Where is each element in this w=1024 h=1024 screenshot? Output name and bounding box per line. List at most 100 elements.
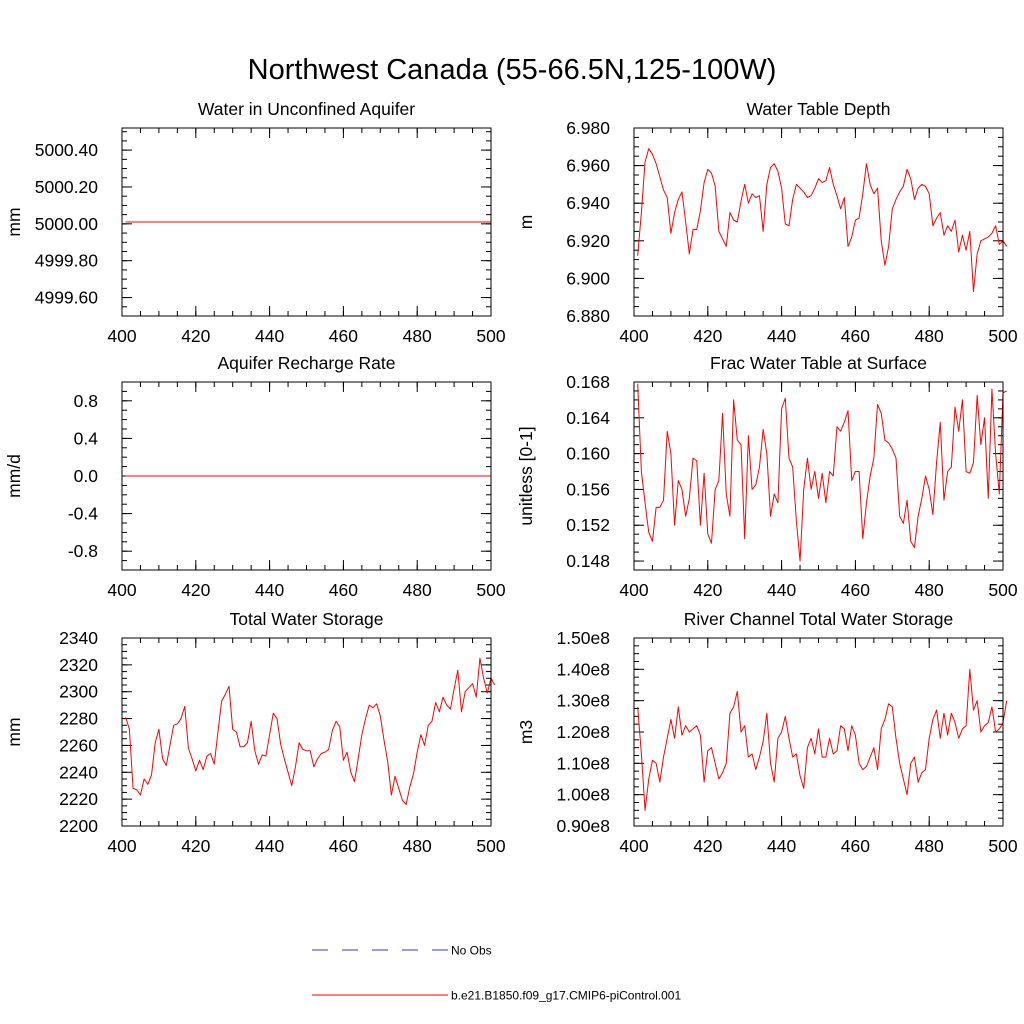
panel-title: Aquifer Recharge Rate [217, 353, 395, 373]
x-tick-label: 480 [403, 326, 432, 346]
x-tick-label: 400 [107, 326, 136, 346]
y-tick-label: 0.152 [566, 515, 610, 535]
y-tick-label: 1.10e8 [556, 753, 610, 773]
series-line [637, 383, 1007, 562]
plot-frame [633, 381, 1004, 571]
x-tick-label: 480 [915, 326, 944, 346]
x-tick-label: 440 [255, 836, 284, 856]
y-tick-label: 2200 [59, 816, 98, 836]
x-tick-label: 500 [988, 326, 1017, 346]
y-tick-label: 0.164 [566, 408, 610, 428]
x-tick-label: 440 [767, 580, 796, 600]
y-tick-label: 2240 [59, 762, 98, 782]
x-tick-label: 460 [329, 836, 358, 856]
y-tick-label: 2260 [59, 735, 98, 755]
x-tick-label: 460 [841, 836, 870, 856]
series-line [637, 668, 1008, 811]
y-axis-label: m3 [516, 720, 536, 744]
x-tick-label: 460 [841, 580, 870, 600]
y-tick-label: 4999.60 [35, 288, 99, 308]
x-tick-label: 420 [693, 326, 722, 346]
y-tick-label: 6.940 [566, 193, 610, 213]
y-tick-label: 1.00e8 [556, 785, 610, 805]
panel-title: Total Water Storage [229, 609, 383, 629]
y-tick-label: 0.160 [566, 444, 610, 464]
legend: No Obs b.e21.B1850.f09_g17.CMIP6-piContr… [312, 944, 681, 1003]
series-line [125, 657, 496, 806]
x-tick-label: 400 [107, 836, 136, 856]
y-axis-label: mm [4, 207, 24, 236]
panel-title: Water in Unconfined Aquifer [198, 99, 415, 119]
x-tick-label: 480 [403, 836, 432, 856]
x-tick-label: 460 [329, 326, 358, 346]
x-tick-label: 500 [476, 326, 505, 346]
y-tick-label: 5000.20 [35, 177, 99, 197]
x-tick-label: 440 [255, 580, 284, 600]
y-axis-label: unitless [0-1] [516, 426, 536, 525]
plot-frame [121, 637, 492, 827]
x-tick-label: 440 [255, 326, 284, 346]
y-tick-label: -0.4 [68, 504, 98, 524]
y-tick-label: 6.900 [566, 268, 610, 288]
y-tick-label: 4999.80 [35, 251, 99, 271]
legend-no-obs-label: No Obs [451, 944, 492, 958]
y-tick-label: 6.980 [566, 118, 610, 138]
y-tick-label: 2340 [59, 628, 98, 648]
x-tick-label: 480 [915, 836, 944, 856]
x-tick-label: 460 [329, 580, 358, 600]
y-tick-label: 6.960 [566, 156, 610, 176]
x-tick-label: 420 [181, 836, 210, 856]
x-tick-label: 420 [693, 580, 722, 600]
y-tick-label: 2280 [59, 709, 98, 729]
y-axis-label: mm/d [4, 454, 24, 498]
panel-total-water-storage: Total Water Storage mm 400 420 440 460 480 500 2… [4, 609, 506, 856]
legend-model-label: b.e21.B1850.f09_g17.CMIP6-piControl.001 [451, 989, 681, 1003]
plot-frame [633, 637, 1004, 827]
panel-aquifer-recharge-rate: Aquifer Recharge Rate mm/d 400 420 440 460 480… [4, 353, 506, 600]
y-tick-label: 2220 [59, 789, 98, 809]
x-tick-label: 400 [619, 836, 648, 856]
x-tick-label: 480 [915, 580, 944, 600]
figure-title: Northwest Canada (55-66.5N,125-100W) [248, 54, 777, 86]
y-tick-label: 1.30e8 [556, 691, 610, 711]
series-line [637, 148, 1008, 293]
y-tick-label: 2300 [59, 682, 98, 702]
x-tick-label: 400 [107, 580, 136, 600]
y-tick-label: 1.40e8 [556, 659, 610, 679]
y-axis-label: m [516, 215, 536, 230]
y-axis-label: mm [4, 717, 24, 746]
plot-frame [633, 127, 1004, 317]
x-tick-label: 480 [403, 580, 432, 600]
y-tick-label: 0.4 [74, 428, 99, 448]
panel-title: Frac Water Table at Surface [710, 353, 927, 373]
y-tick-label: 0.168 [566, 372, 610, 392]
panel-frac-water-table-at-surface: Frac Water Table at Surface unitless [0-1… [516, 353, 1018, 600]
y-tick-label: 5000.00 [35, 214, 99, 234]
x-tick-label: 440 [767, 326, 796, 346]
y-tick-label: 0.148 [566, 551, 610, 571]
y-tick-label: 0.0 [74, 466, 99, 486]
y-tick-label: 0.156 [566, 479, 610, 499]
x-tick-label: 500 [988, 836, 1017, 856]
x-tick-label: 500 [476, 836, 505, 856]
x-tick-label: 420 [693, 836, 722, 856]
x-tick-label: 420 [181, 326, 210, 346]
x-tick-label: 400 [619, 580, 648, 600]
plot-frame [121, 381, 492, 571]
panel-water-table-depth: Water Table Depth m 400 420 440 460 480 500 6.88… [516, 99, 1018, 346]
y-tick-label: 5000.40 [35, 140, 99, 160]
y-tick-label: 1.50e8 [556, 628, 610, 648]
x-tick-label: 460 [841, 326, 870, 346]
y-tick-label: 2320 [59, 655, 98, 675]
x-tick-label: 440 [767, 836, 796, 856]
x-tick-label: 500 [988, 580, 1017, 600]
y-tick-label: -0.8 [68, 541, 98, 561]
y-tick-label: 0.90e8 [556, 816, 610, 836]
panel-river-channel-total-water-storage: River Channel Total Water Storage m3 400 42… [516, 609, 1018, 856]
panel-title: Water Table Depth [747, 99, 891, 119]
plot-frame [121, 127, 492, 317]
x-tick-label: 400 [619, 326, 648, 346]
y-tick-label: 1.20e8 [556, 722, 610, 742]
y-tick-label: 0.8 [74, 391, 98, 411]
